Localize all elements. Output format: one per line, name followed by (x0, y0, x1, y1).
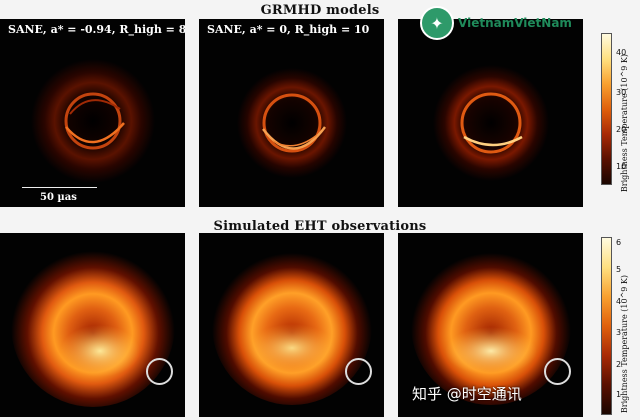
ring-image-3 (398, 19, 583, 207)
colorbar-top (601, 33, 612, 185)
eht-panel-2 (199, 233, 384, 417)
ring-image-1 (0, 19, 185, 207)
colorbar-bottom-tick: 4 (616, 297, 622, 306)
ring-image-2 (199, 19, 384, 207)
colorbar-bottom-tick: 2 (616, 360, 622, 369)
param-label-2: SANE, a* = 0, R_high = 10 (207, 23, 370, 36)
colorbar-bottom-tick: 6 (616, 238, 622, 247)
blob-image-1 (0, 233, 185, 417)
watermark: ✦ VietnamVietNam (420, 2, 638, 44)
blob-image-3 (398, 233, 583, 417)
beam-circle (544, 358, 571, 385)
colorbar-bottom (601, 237, 612, 415)
lightbulb-icon: ✦ (420, 6, 454, 40)
watermark-text: VietnamVietNam (458, 16, 572, 30)
eht-panel-3 (398, 233, 583, 417)
colorbar-top-tick: 10 (616, 162, 627, 171)
grmhd-title: GRMHD models (260, 3, 380, 18)
colorbar-top-tick: 20 (616, 125, 627, 134)
colorbar-bottom-label: Brightness Temperature (10^9 K) (620, 275, 629, 414)
colorbar-bottom-tick: 5 (616, 265, 622, 274)
eht-panel-1 (0, 233, 185, 417)
beam-circle (345, 358, 372, 385)
grmhd-panel-3 (398, 19, 583, 207)
colorbar-top-label: Brightness Temperature (10^9 K) (620, 54, 629, 193)
source-credit: 知乎 @时空通讯 (412, 385, 522, 403)
eht-title: Simulated EHT observations (213, 219, 427, 234)
scale-label: 50 µas (40, 192, 77, 203)
grmhd-panel-1: SANE, a* = -0.94, R_high = 80 50 µas (0, 19, 185, 207)
grmhd-panel-2: SANE, a* = 0, R_high = 10 (199, 19, 384, 207)
param-label-1: SANE, a* = -0.94, R_high = 80 (8, 23, 185, 36)
scale-bar (22, 187, 97, 188)
colorbar-top-tick: 40 (616, 48, 627, 57)
colorbar-bottom-tick: 1 (616, 390, 622, 399)
beam-circle (146, 358, 173, 385)
blob-image-2 (199, 233, 384, 417)
colorbar-top-tick: 30 (616, 88, 627, 97)
colorbar-bottom-tick: 3 (616, 328, 622, 337)
